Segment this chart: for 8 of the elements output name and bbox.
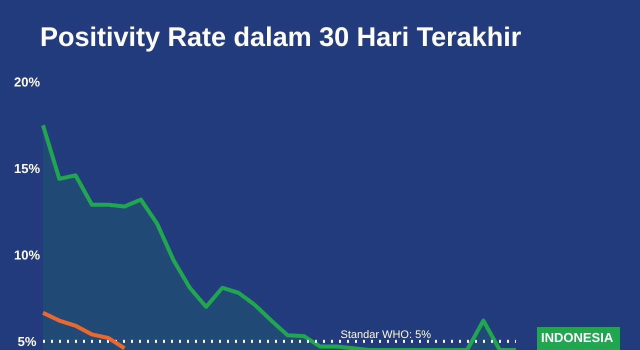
y-tick-label: 15% bbox=[14, 161, 40, 176]
ref-line-label: Standar WHO: 5% bbox=[340, 329, 432, 342]
y-tick-label: 20% bbox=[14, 74, 40, 90]
y-tick-label: 10% bbox=[14, 248, 40, 263]
line-series bbox=[41, 310, 127, 350]
chart-title: Positivity Rate dalam 30 Hari Terakhir bbox=[40, 22, 522, 53]
series-label: INDONESIA bbox=[541, 330, 614, 345]
y-tick-label: 5% bbox=[18, 334, 37, 349]
